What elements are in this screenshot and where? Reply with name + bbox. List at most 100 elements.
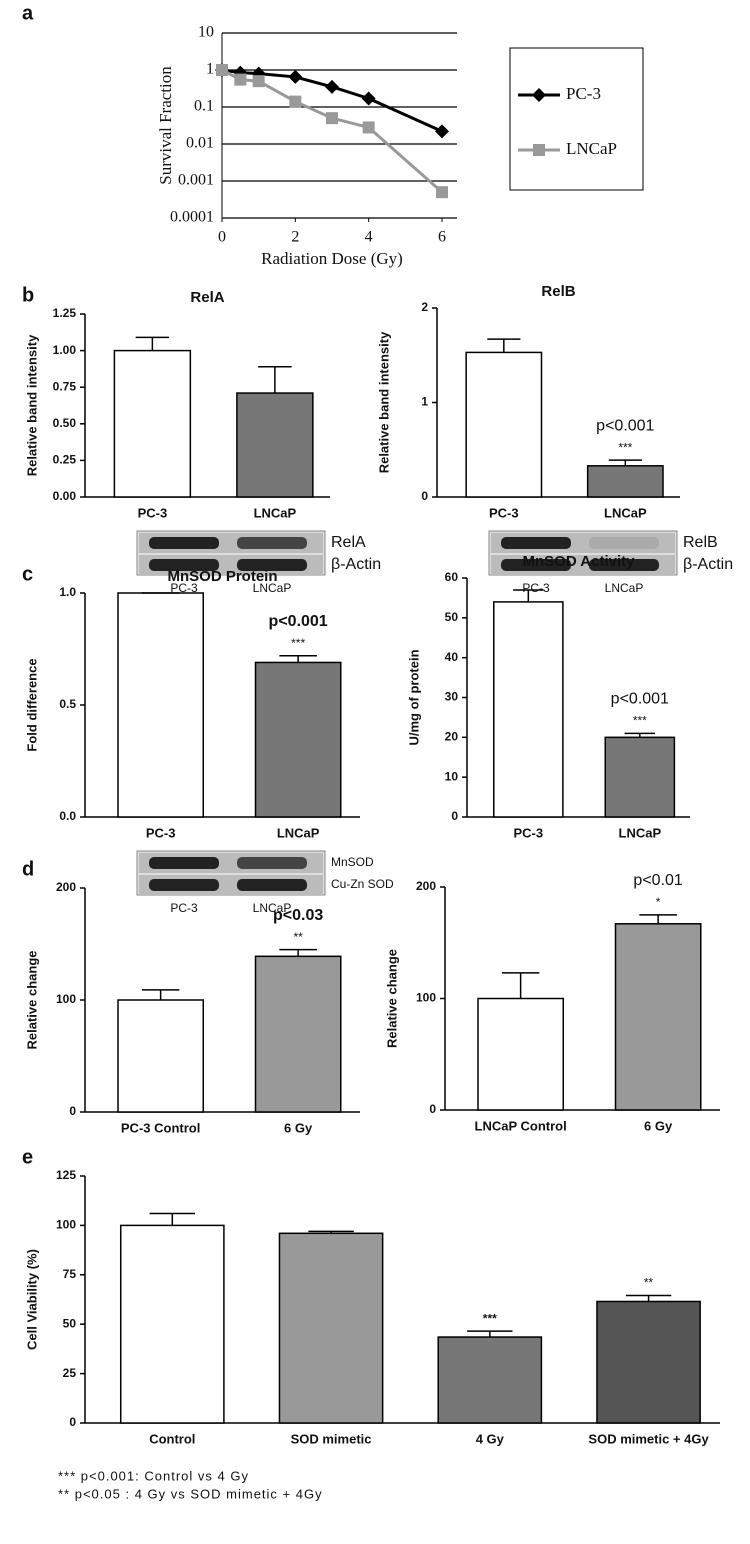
y-tick-label: 1.25 <box>53 306 77 320</box>
legend-box <box>509 47 644 191</box>
y-axis-label: Cell Viability (%) <box>24 1249 39 1350</box>
point <box>435 124 449 139</box>
bar <box>614 923 702 1111</box>
bar <box>586 465 664 498</box>
y-tick-label: 100 <box>56 1218 76 1232</box>
x-tick-label: 6 <box>438 229 446 246</box>
annotation: ** <box>644 1276 654 1290</box>
y-tick-label: 0.75 <box>53 379 77 393</box>
point <box>326 112 338 125</box>
x-tick-label: SOD mimetic + 4Gy <box>588 1431 709 1446</box>
annotation: * <box>656 895 661 909</box>
footnote: *** p<0.001: Control vs 4 Gy <box>58 1468 249 1483</box>
point <box>289 95 302 108</box>
annotation: *** <box>483 1311 497 1325</box>
x-tick-label: 0 <box>218 229 226 246</box>
point <box>325 79 339 94</box>
panel-label: d <box>22 858 34 880</box>
chart-title: MnSOD Protein <box>167 568 277 585</box>
y-tick-label: 0.0 <box>59 809 76 823</box>
y-tick-label: 100 <box>416 991 436 1005</box>
legend-label: LNCaP <box>566 139 617 158</box>
band <box>237 537 307 549</box>
band <box>501 559 571 571</box>
x-tick-label: 4 <box>365 229 373 246</box>
y-tick-label: 0.25 <box>53 453 77 467</box>
y-tick-label: 0 <box>69 1104 76 1118</box>
y-tick-label: 60 <box>445 570 459 584</box>
blot-lane-label: LNCaP <box>605 581 644 595</box>
blot-row-label: Cu-Zn SOD <box>331 877 394 891</box>
x-tick-label: PC-3 <box>138 505 168 520</box>
y-tick-label: 2 <box>421 300 428 314</box>
blot-row-label: β-Actin <box>331 556 381 573</box>
bar <box>236 392 314 498</box>
bar <box>596 1300 701 1424</box>
y-tick-label: 30 <box>445 690 459 704</box>
y-axis-label: U/mg of protein <box>406 649 421 745</box>
point <box>234 73 247 86</box>
x-tick-label: 6 Gy <box>284 1120 313 1135</box>
panel-label: a <box>22 2 34 24</box>
y-tick-label: 50 <box>63 1316 77 1330</box>
y-tick-label: 10 <box>198 24 214 41</box>
y-tick-label: 1.0 <box>59 585 76 599</box>
blot-row-label: RelB <box>683 534 718 551</box>
x-tick-label: 6 Gy <box>644 1118 673 1133</box>
chart-title: RelA <box>190 289 224 306</box>
band <box>501 537 571 549</box>
annotation: p<0.03 <box>273 907 323 924</box>
y-tick-label: 0 <box>451 809 458 823</box>
band <box>237 879 307 891</box>
bar <box>477 997 564 1111</box>
blot-lane-label: LNCaP <box>253 581 292 595</box>
y-axis-label: Relative band intensity <box>376 331 391 473</box>
y-tick-label: 40 <box>445 650 459 664</box>
annotation: *** <box>633 714 647 728</box>
chart-title: MnSOD Activity <box>523 553 636 570</box>
y-tick-label: 0 <box>69 1415 76 1429</box>
band <box>589 537 659 549</box>
y-tick-label: 0.01 <box>186 135 214 152</box>
band <box>149 879 219 891</box>
point <box>252 75 265 88</box>
x-tick-label: LNCaP <box>254 505 297 520</box>
y-tick-label: 1 <box>206 61 214 78</box>
x-tick-label: PC-3 <box>146 825 176 840</box>
band <box>149 559 219 571</box>
y-tick-label: 1 <box>421 395 428 409</box>
annotation: p<0.01 <box>633 872 682 889</box>
bar <box>113 349 192 498</box>
y-tick-label: 10 <box>445 769 459 783</box>
y-axis-label: Fold difference <box>24 658 39 751</box>
legend-marker <box>532 88 546 102</box>
x-tick-label: Control <box>149 1431 195 1446</box>
band <box>149 537 219 549</box>
y-tick-label: 200 <box>56 880 76 894</box>
y-tick-label: 0.0001 <box>170 209 214 226</box>
blot-row-label: RelA <box>331 534 366 551</box>
bar <box>117 999 204 1113</box>
point <box>436 186 448 199</box>
legend-label: PC-3 <box>566 84 601 103</box>
blot-lane-label: LNCaP <box>253 901 292 915</box>
y-tick-label: 125 <box>56 1168 76 1182</box>
band <box>237 559 307 571</box>
x-tick-label: PC-3 Control <box>121 1120 200 1135</box>
bar <box>119 1224 225 1424</box>
y-tick-label: 0.1 <box>194 98 214 115</box>
point <box>216 64 228 76</box>
annotation: *** <box>618 440 632 454</box>
y-tick-label: 0.5 <box>59 697 76 711</box>
bar <box>437 1336 543 1424</box>
panel-label: b <box>22 284 34 306</box>
y-axis-label: Relative change <box>24 951 39 1050</box>
y-tick-label: 0 <box>429 1102 436 1116</box>
y-axis-label: Relative change <box>384 949 399 1048</box>
footnote: ** p<0.05 : 4 Gy vs SOD mimetic + 4Gy <box>58 1486 323 1501</box>
y-tick-label: 25 <box>63 1366 77 1380</box>
x-tick-label: PC-3 <box>514 825 544 840</box>
y-tick-label: 0.50 <box>53 416 77 430</box>
y-tick-label: 1.00 <box>53 343 77 357</box>
blot-row-label: MnSOD <box>331 855 374 869</box>
